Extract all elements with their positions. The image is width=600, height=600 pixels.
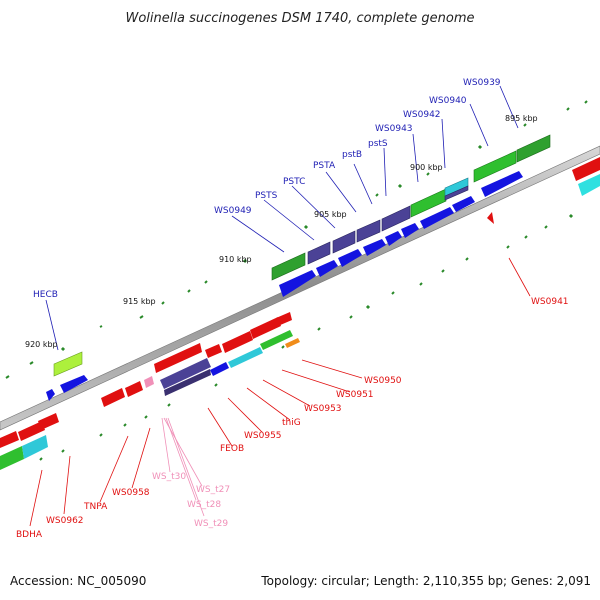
- gene-fwd-arrow-4[interactable]: [316, 260, 338, 277]
- label-ws0941[interactable]: WS0941: [531, 297, 569, 307]
- label-ws0955[interactable]: WS0955: [244, 431, 282, 441]
- label-feob[interactable]: FEOB: [220, 444, 244, 454]
- gene-fwd-arrow-11[interactable]: [481, 171, 523, 197]
- gene-ws0940[interactable]: [473, 150, 517, 183]
- label-ws0949[interactable]: WS0949: [214, 206, 252, 216]
- gene-bdha-cyan[interactable]: [22, 435, 48, 459]
- gene-fwd-arrow-3[interactable]: [279, 270, 316, 297]
- label-tnpa[interactable]: TNPA: [83, 502, 108, 512]
- trna-gene-labels: WS_t30 WS_t27 WS_t28 WS_t29: [152, 472, 230, 529]
- genome-summary: Topology: circular; Length: 2,110,355 bp…: [260, 574, 591, 588]
- gene-fwd-arrow-6[interactable]: [363, 239, 386, 256]
- gene-ws0942-b[interactable]: [444, 185, 469, 201]
- genome-backbone: [0, 145, 600, 431]
- kbp-marker-915: 915 kbp: [123, 297, 156, 306]
- gene-fwd-arrow-2[interactable]: [60, 375, 88, 393]
- gene-ws0958[interactable]: [101, 388, 125, 407]
- gene-red-3[interactable]: [276, 312, 292, 326]
- gene-psta[interactable]: [356, 219, 381, 243]
- gene-fwd-arrow-5[interactable]: [338, 249, 362, 267]
- label-pstb[interactable]: pstB: [342, 150, 362, 160]
- tick-dots-outer: [39, 213, 574, 461]
- gene-pstb[interactable]: [381, 205, 411, 232]
- gene-pstc[interactable]: [332, 230, 356, 254]
- label-hecb[interactable]: HECB: [33, 290, 58, 300]
- gene-fwd-arrow-7[interactable]: [385, 231, 402, 246]
- gene-tnpa[interactable]: [125, 381, 143, 397]
- gene-feob[interactable]: [154, 343, 202, 373]
- kbp-marker-895: 895 kbp: [505, 114, 538, 123]
- kbp-marker-900: 900 kbp: [410, 163, 443, 172]
- gene-red-1[interactable]: [222, 331, 253, 353]
- forward-gene-labels: WS0939 WS0940 WS0942 WS0943 pstS pstB PS…: [33, 78, 501, 300]
- gene-fwd-arrow-10[interactable]: [452, 196, 475, 212]
- gene-ws0950[interactable]: [260, 330, 293, 350]
- label-ws0940[interactable]: WS0940: [429, 96, 467, 106]
- map-title: Wolinella succinogenes DSM 1740, complet…: [125, 11, 474, 26]
- label-ws0962[interactable]: WS0962: [46, 516, 84, 526]
- gene-bdha-green[interactable]: [0, 446, 24, 470]
- gene-ws0939[interactable]: [516, 134, 551, 163]
- gene-trna-pink[interactable]: [144, 376, 154, 388]
- gene-ws0962-b[interactable]: [38, 413, 59, 430]
- gene-fwd-arrow-9[interactable]: [420, 207, 454, 229]
- gene-ws0953[interactable]: [210, 362, 229, 376]
- forward-leader-lines: [45, 85, 519, 351]
- gene-ws0943[interactable]: [410, 188, 447, 218]
- label-ws0953[interactable]: WS0953: [304, 404, 342, 414]
- gene-red-2[interactable]: [250, 317, 281, 339]
- label-ws0943[interactable]: WS0943: [375, 124, 413, 134]
- kbp-marker-905: 905 kbp: [314, 210, 347, 219]
- label-psta[interactable]: PSTA: [313, 161, 336, 171]
- tick-dots-inner: [5, 100, 588, 379]
- reverse-leader-lines: [29, 257, 531, 527]
- gene-ws0941[interactable]: [487, 212, 494, 224]
- label-ws-t28[interactable]: WS_t28: [187, 500, 221, 510]
- gene-psts[interactable]: [307, 241, 331, 265]
- label-psts[interactable]: PSTS: [255, 191, 278, 201]
- label-ws0958[interactable]: WS0958: [112, 488, 150, 498]
- gene-thig[interactable]: [160, 358, 211, 389]
- gene-fwd-arrow-1[interactable]: [46, 389, 55, 401]
- label-psts-lower[interactable]: pstS: [368, 139, 388, 149]
- gene-right-red[interactable]: [572, 157, 600, 181]
- gene-ws0951[interactable]: [228, 347, 263, 368]
- label-ws-t30[interactable]: WS_t30: [152, 472, 186, 482]
- label-ws0942[interactable]: WS0942: [403, 110, 441, 120]
- kbp-marker-920: 920 kbp: [25, 340, 58, 349]
- gene-bdha[interactable]: [0, 431, 19, 448]
- gene-ws0962[interactable]: [18, 421, 45, 441]
- gene-right-cyan[interactable]: [578, 174, 600, 196]
- gene-ws0950-b[interactable]: [285, 338, 300, 348]
- label-ws-t27[interactable]: WS_t27: [196, 485, 230, 495]
- kbp-marker-910: 910 kbp: [219, 255, 252, 264]
- label-ws0950[interactable]: WS0950: [364, 376, 402, 386]
- gene-fwd-arrow-8[interactable]: [401, 223, 419, 238]
- gene-ws0949[interactable]: [271, 252, 306, 281]
- reverse-gene-labels: WS0941 WS0950 WS0951 WS0953 thiG WS0955 …: [16, 297, 569, 540]
- label-ws-t29[interactable]: WS_t29: [194, 519, 228, 529]
- label-pstc[interactable]: PSTC: [283, 177, 305, 187]
- gene-ws0955[interactable]: [164, 369, 211, 396]
- label-ws0951[interactable]: WS0951: [336, 390, 374, 400]
- gene-hecb[interactable]: [53, 351, 83, 377]
- accession-label: Accession: NC_005090: [10, 574, 146, 588]
- label-ws0939[interactable]: WS0939: [463, 78, 501, 88]
- label-thig[interactable]: thiG: [282, 418, 301, 428]
- trna-leader-lines: [161, 417, 205, 517]
- gene-red-4[interactable]: [205, 344, 222, 358]
- label-bdha[interactable]: BDHA: [16, 530, 43, 540]
